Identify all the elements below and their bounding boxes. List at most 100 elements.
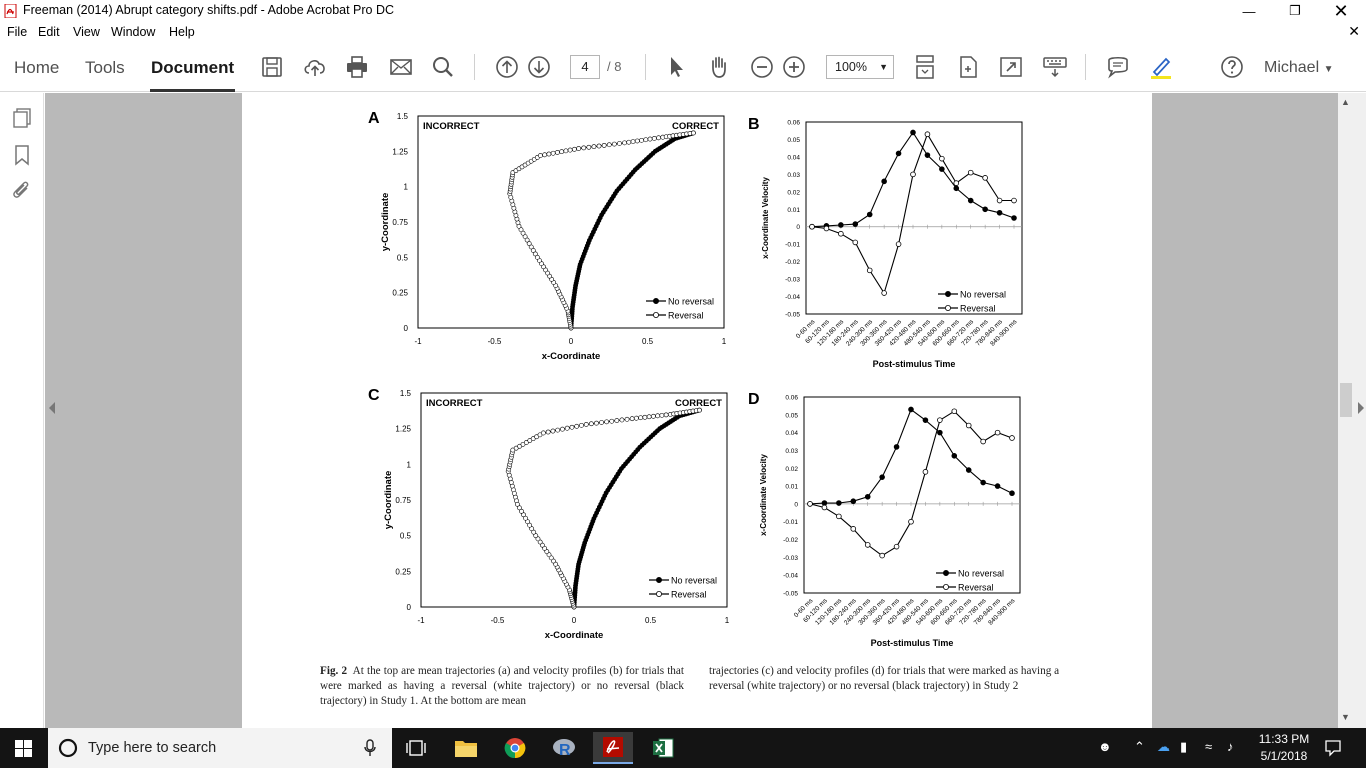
y-tick-label: 0.05: [785, 412, 798, 419]
data-point: [651, 136, 657, 141]
y-tick-label: 0.01: [785, 484, 798, 491]
data-point: [910, 129, 916, 136]
scroll-pages-icon: [916, 55, 934, 79]
menu-edit[interactable]: Edit: [38, 25, 60, 39]
full-screen-button[interactable]: [998, 54, 1024, 80]
highlight-button[interactable]: [1148, 54, 1174, 80]
caret-down-icon: ▼: [1323, 64, 1334, 75]
page-number-input[interactable]: 4: [570, 55, 600, 79]
close-button[interactable]: ✕: [1318, 0, 1364, 22]
volume-icon[interactable]: ♪: [1227, 739, 1234, 754]
file-explorer-button[interactable]: [446, 732, 486, 764]
y-tick-label: -0.05: [783, 591, 798, 598]
chrome-button[interactable]: [495, 732, 535, 764]
collapse-right-icon[interactable]: [1357, 402, 1365, 414]
save-button[interactable]: [259, 54, 285, 80]
select-tool-button[interactable]: [663, 54, 689, 80]
find-button[interactable]: [430, 54, 456, 80]
tab-document[interactable]: Document: [149, 58, 236, 92]
user-menu[interactable]: Michael ▼: [1264, 59, 1334, 77]
hand-tool-button[interactable]: [706, 54, 732, 80]
data-point: [622, 140, 627, 146]
scroll-up-icon[interactable]: ▲: [1341, 97, 1350, 107]
notifications-icon[interactable]: [1324, 739, 1342, 757]
tab-home[interactable]: Home: [14, 58, 60, 77]
menu-file[interactable]: File: [7, 25, 28, 39]
y-tick-label: 0.75: [395, 496, 411, 505]
zoom-select[interactable]: 100% ▼: [826, 55, 894, 79]
taskbar-search-box[interactable]: Type here to search: [48, 728, 392, 768]
scrollbar-thumb[interactable]: [1340, 383, 1352, 417]
chevron-down-icon: ▼: [879, 62, 888, 72]
data-point: [542, 545, 547, 551]
data-point: [967, 197, 974, 204]
page-thumbnails-icon[interactable]: [11, 107, 33, 129]
legend-label: No reversal: [671, 576, 717, 586]
battery-icon[interactable]: ▮: [1180, 739, 1188, 754]
restore-button[interactable]: ❐: [1272, 0, 1318, 22]
email-button[interactable]: [388, 54, 414, 80]
collapse-left-icon[interactable]: [48, 402, 56, 414]
data-point: [633, 415, 639, 421]
incorrect-label: INCORRECT: [423, 121, 480, 132]
acrobat-taskbar-button[interactable]: [593, 732, 633, 764]
menu-view[interactable]: View: [73, 25, 100, 39]
microphone-icon[interactable]: [364, 739, 376, 757]
menu-help[interactable]: Help: [169, 25, 195, 39]
data-point: [579, 422, 584, 428]
next-page-button[interactable]: [526, 54, 552, 80]
tab-tools[interactable]: Tools: [85, 58, 125, 77]
people-icon[interactable]: ☻: [1098, 739, 1112, 754]
comment-button[interactable]: [1105, 54, 1131, 80]
legend-label: Reversal: [960, 304, 996, 314]
scroll-down-icon[interactable]: ▼: [1341, 712, 1350, 722]
windows-start-icon[interactable]: [15, 740, 32, 757]
previous-page-button[interactable]: [494, 54, 520, 80]
data-point: [864, 542, 871, 548]
excel-button[interactable]: [643, 732, 683, 764]
print-button[interactable]: [344, 54, 370, 80]
menu-window[interactable]: Window: [111, 25, 156, 39]
close-document-icon[interactable]: ✕: [1348, 23, 1360, 39]
keyboard-button[interactable]: [1042, 54, 1068, 80]
data-point: [550, 428, 556, 434]
data-point: [939, 155, 945, 162]
data-point: [550, 150, 556, 156]
task-view-button[interactable]: [396, 732, 436, 764]
help-button[interactable]: [1219, 54, 1245, 80]
system-clock[interactable]: 11:33 PM 5/1/2018: [1254, 731, 1314, 765]
vertical-scrollbar[interactable]: ▲ ▼: [1338, 93, 1366, 728]
y-tick-label: -0.03: [785, 277, 800, 284]
plot-frame: [805, 121, 1023, 315]
windows-taskbar: Type here to search R ☻ ⌃ ☁ ▮ ≈ ♪ 11:33 …: [0, 728, 1366, 768]
zoom-in-button[interactable]: [781, 54, 807, 80]
data-point: [554, 150, 560, 155]
data-point: [591, 144, 597, 150]
minimize-button[interactable]: —: [1226, 0, 1272, 22]
acrobat-app-icon: [603, 737, 623, 757]
minus-circle-icon: [751, 56, 773, 78]
rotate-button[interactable]: [955, 54, 981, 80]
r-app-button[interactable]: R: [544, 732, 584, 764]
y-tick-label: 0.06: [785, 395, 798, 402]
data-point: [520, 230, 526, 236]
attachment-icon[interactable]: [11, 180, 33, 202]
page-display-button[interactable]: [912, 54, 938, 80]
upload-button[interactable]: [302, 54, 328, 80]
data-point: [965, 467, 972, 473]
wifi-icon[interactable]: ≈: [1205, 739, 1213, 754]
help-icon: [1221, 56, 1243, 78]
data-point: [535, 536, 541, 542]
zoom-value: 100%: [835, 60, 867, 74]
zoom-out-button[interactable]: [749, 54, 775, 80]
data-point: [530, 248, 536, 253]
y-tick-label: -0.02: [785, 259, 800, 266]
excel-icon: [653, 738, 674, 758]
data-point: [518, 227, 524, 233]
show-hidden-icons-icon[interactable]: ⌃: [1134, 739, 1145, 754]
x-tick-label: 0.5: [645, 616, 657, 625]
bookmark-icon[interactable]: [11, 144, 33, 166]
data-point: [540, 430, 546, 436]
data-point: [850, 498, 857, 505]
onedrive-icon[interactable]: ☁: [1157, 739, 1170, 754]
